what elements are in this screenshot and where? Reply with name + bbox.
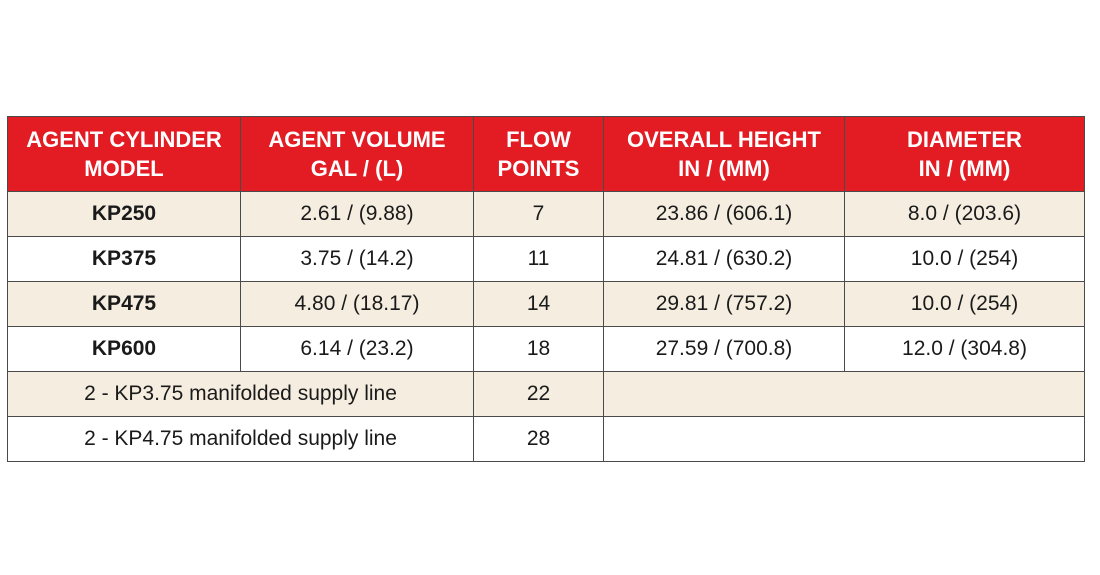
flow-points-cell: 7: [473, 191, 604, 237]
header-line: IN / (MM): [678, 156, 770, 181]
header-flow-points: FLOW POINTS: [473, 116, 604, 192]
height-cell: 23.86 / (606.1): [603, 191, 845, 237]
volume-cell: 6.14 / (23.2): [240, 326, 474, 372]
height-cell: 24.81 / (630.2): [603, 236, 845, 282]
flow-points-cell: 11: [473, 236, 604, 282]
header-agent-volume: AGENT VOLUME GAL / (L): [240, 116, 474, 192]
header-line: AGENT CYLINDER: [26, 127, 222, 152]
empty-cell: [603, 371, 1085, 417]
volume-cell: 3.75 / (14.2): [240, 236, 474, 282]
table-row: KP250 2.61 / (9.88) 7 23.86 / (606.1) 8.…: [7, 191, 1085, 237]
volume-cell: 4.80 / (18.17): [240, 281, 474, 327]
diameter-cell: 8.0 / (203.6): [844, 191, 1085, 237]
flow-points-cell: 28: [473, 416, 604, 462]
diameter-cell: 10.0 / (254): [844, 281, 1085, 327]
header-line: FLOW: [506, 127, 571, 152]
table-row: KP475 4.80 / (18.17) 14 29.81 / (757.2) …: [7, 281, 1085, 327]
header-line: OVERALL HEIGHT: [627, 127, 821, 152]
header-line: AGENT VOLUME: [268, 127, 446, 152]
flow-points-cell: 18: [473, 326, 604, 372]
flow-points-cell: 22: [473, 371, 604, 417]
header-agent-cylinder-model: AGENT CYLINDER MODEL: [7, 116, 241, 192]
model-cell: KP250: [7, 191, 241, 237]
header-diameter: DIAMETER IN / (MM): [844, 116, 1085, 192]
model-cell: KP375: [7, 236, 241, 282]
volume-cell: 2.61 / (9.88): [240, 191, 474, 237]
height-cell: 29.81 / (757.2): [603, 281, 845, 327]
header-line: GAL / (L): [310, 156, 404, 181]
model-cell: KP475: [7, 281, 241, 327]
flow-points-cell: 14: [473, 281, 604, 327]
model-cell: KP600: [7, 326, 241, 372]
header-line: MODEL: [84, 156, 164, 181]
spec-table: AGENT CYLINDER MODEL AGENT VOLUME GAL / …: [7, 116, 1085, 462]
table-row: KP375 3.75 / (14.2) 11 24.81 / (630.2) 1…: [7, 236, 1085, 282]
header-line: IN / (MM): [918, 156, 1011, 181]
manifold-label-cell: 2 - KP3.75 manifolded supply line: [7, 371, 474, 417]
manifold-row: 2 - KP4.75 manifolded supply line 28: [7, 416, 1085, 462]
header-row: AGENT CYLINDER MODEL AGENT VOLUME GAL / …: [7, 116, 1085, 192]
manifold-label-cell: 2 - KP4.75 manifolded supply line: [7, 416, 474, 462]
empty-cell: [603, 416, 1085, 462]
header-overall-height: OVERALL HEIGHT IN / (MM): [603, 116, 845, 192]
diameter-cell: 10.0 / (254): [844, 236, 1085, 282]
diameter-cell: 12.0 / (304.8): [844, 326, 1085, 372]
header-line: POINTS: [497, 156, 580, 181]
table-row: KP600 6.14 / (23.2) 18 27.59 / (700.8) 1…: [7, 326, 1085, 372]
header-line: DIAMETER: [907, 127, 1022, 152]
manifold-row: 2 - KP3.75 manifolded supply line 22: [7, 371, 1085, 417]
height-cell: 27.59 / (700.8): [603, 326, 845, 372]
